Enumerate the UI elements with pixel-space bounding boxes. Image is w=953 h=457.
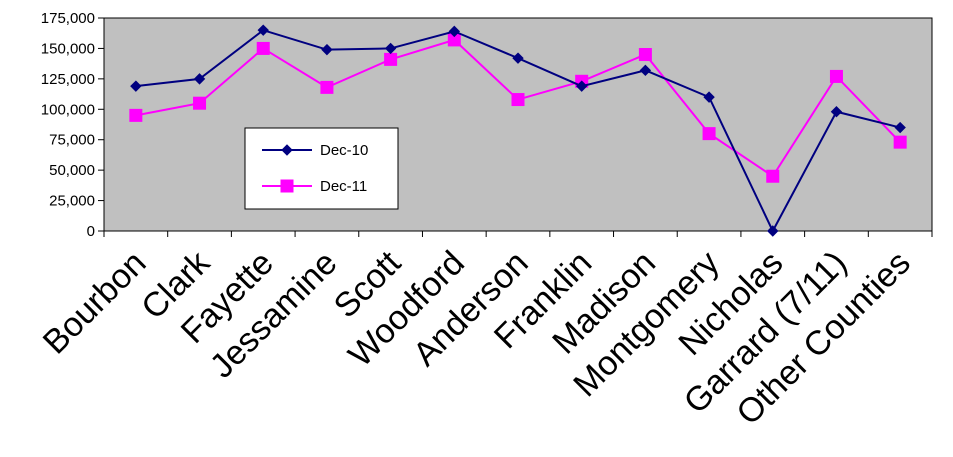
legend: Dec-10 Dec-11 [244, 127, 399, 210]
legend-box [244, 127, 399, 210]
data-point [766, 169, 780, 183]
data-point [639, 64, 652, 77]
x-axis: BourbonClarkFayetteJessamineScottWoodfor… [36, 231, 933, 432]
data-point [129, 108, 143, 122]
y-tick-label: 0 [87, 223, 95, 240]
legend-label: Dec-11 [320, 178, 367, 195]
data-point [894, 121, 906, 134]
data-point [511, 93, 525, 107]
data-point [829, 69, 843, 83]
y-tick-label: 125,000 [41, 71, 95, 88]
series-dec-10 [130, 24, 906, 237]
legend-swatch-marker [281, 144, 293, 156]
data-point [638, 48, 652, 62]
data-point [703, 91, 715, 103]
series-layer [129, 24, 907, 237]
data-point [321, 43, 333, 56]
data-point [830, 106, 843, 118]
data-point [256, 41, 270, 55]
data-point [384, 42, 397, 55]
data-point [512, 52, 524, 64]
y-axis: 0 25,000 50,000 75,000 100,000 125,000 150,000… [41, 10, 104, 240]
data-point [320, 80, 334, 94]
y-tick-label: 25,000 [49, 193, 95, 210]
y-tick-label: 50,000 [49, 162, 95, 179]
legend-label: Dec-10 [320, 142, 368, 159]
data-point [893, 135, 907, 149]
data-point [384, 52, 398, 66]
y-tick-label: 100,000 [41, 101, 95, 118]
y-tick-label: 75,000 [49, 132, 95, 149]
data-point [448, 25, 461, 38]
data-point [193, 73, 206, 85]
y-tick-label: 175,000 [41, 10, 95, 27]
legend-swatch-marker [280, 179, 294, 193]
data-point [575, 80, 588, 92]
data-point [257, 24, 269, 36]
plot-area [103, 17, 933, 232]
data-point [702, 127, 716, 141]
data-point [130, 80, 142, 92]
data-point [767, 225, 779, 237]
y-tick-label: 150,000 [41, 40, 95, 57]
data-point [193, 96, 207, 110]
